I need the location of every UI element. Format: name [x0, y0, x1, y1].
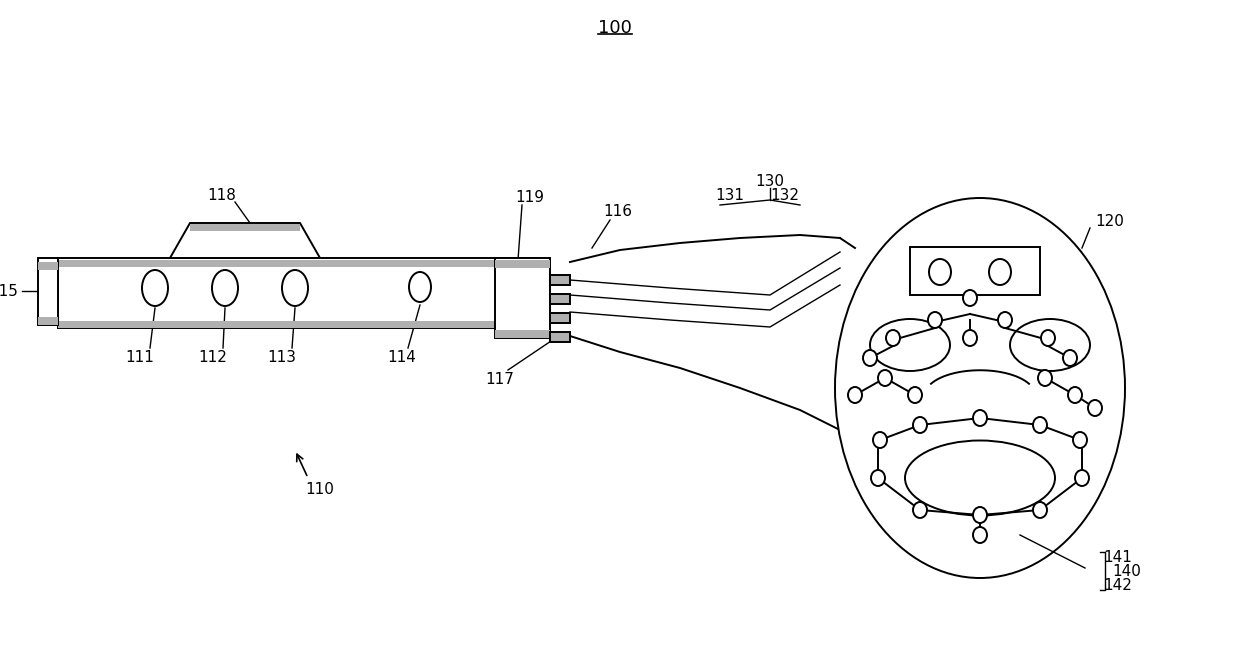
Ellipse shape	[1068, 387, 1083, 403]
Text: 112: 112	[198, 351, 227, 366]
Text: 115: 115	[0, 283, 19, 299]
Text: 100: 100	[598, 19, 632, 37]
Ellipse shape	[1038, 370, 1052, 386]
Ellipse shape	[913, 502, 928, 518]
Ellipse shape	[1042, 330, 1055, 346]
Ellipse shape	[1033, 417, 1047, 433]
Ellipse shape	[870, 319, 950, 371]
Ellipse shape	[878, 370, 892, 386]
Ellipse shape	[998, 312, 1012, 328]
Ellipse shape	[963, 290, 977, 306]
Ellipse shape	[928, 312, 942, 328]
Bar	[551, 294, 570, 304]
Text: 130: 130	[755, 175, 785, 190]
Ellipse shape	[973, 410, 987, 426]
Ellipse shape	[1011, 319, 1090, 371]
Ellipse shape	[905, 440, 1055, 515]
Bar	[38, 262, 58, 270]
Bar	[551, 275, 570, 285]
Ellipse shape	[1073, 432, 1087, 448]
Text: 131: 131	[715, 188, 744, 204]
Ellipse shape	[143, 270, 167, 306]
Ellipse shape	[929, 259, 951, 285]
Bar	[190, 224, 300, 231]
Text: 113: 113	[268, 351, 296, 366]
Text: 132: 132	[770, 188, 800, 204]
Ellipse shape	[873, 432, 887, 448]
Ellipse shape	[848, 387, 862, 403]
Ellipse shape	[835, 198, 1125, 578]
Ellipse shape	[870, 470, 885, 486]
Ellipse shape	[973, 507, 987, 523]
Ellipse shape	[908, 387, 923, 403]
Polygon shape	[170, 223, 320, 258]
Text: 141: 141	[1104, 550, 1132, 565]
Ellipse shape	[990, 259, 1011, 285]
Text: 114: 114	[388, 351, 417, 366]
Text: 120: 120	[1095, 214, 1123, 229]
Text: 119: 119	[516, 190, 544, 206]
Bar	[38, 258, 58, 325]
Text: 118: 118	[207, 188, 237, 202]
Text: 110: 110	[305, 482, 335, 498]
Bar	[495, 330, 551, 338]
Ellipse shape	[281, 270, 308, 306]
Bar	[58, 258, 537, 328]
Ellipse shape	[1087, 400, 1102, 416]
Bar	[495, 258, 551, 338]
Text: 116: 116	[604, 204, 632, 219]
Bar	[58, 260, 537, 267]
Ellipse shape	[212, 270, 238, 306]
Ellipse shape	[863, 350, 877, 366]
Bar	[551, 332, 570, 342]
Ellipse shape	[1075, 470, 1089, 486]
Ellipse shape	[1033, 502, 1047, 518]
Text: 140: 140	[1112, 565, 1141, 579]
Ellipse shape	[409, 272, 432, 302]
Text: 142: 142	[1104, 577, 1132, 592]
Bar	[58, 321, 537, 328]
Bar	[551, 313, 570, 323]
Bar	[495, 260, 551, 268]
Ellipse shape	[1063, 350, 1078, 366]
Ellipse shape	[913, 417, 928, 433]
Bar	[910, 247, 1040, 295]
Text: 117: 117	[486, 372, 515, 387]
Ellipse shape	[963, 330, 977, 346]
Ellipse shape	[973, 527, 987, 543]
Text: 111: 111	[125, 351, 155, 366]
Bar	[38, 317, 58, 325]
Ellipse shape	[887, 330, 900, 346]
